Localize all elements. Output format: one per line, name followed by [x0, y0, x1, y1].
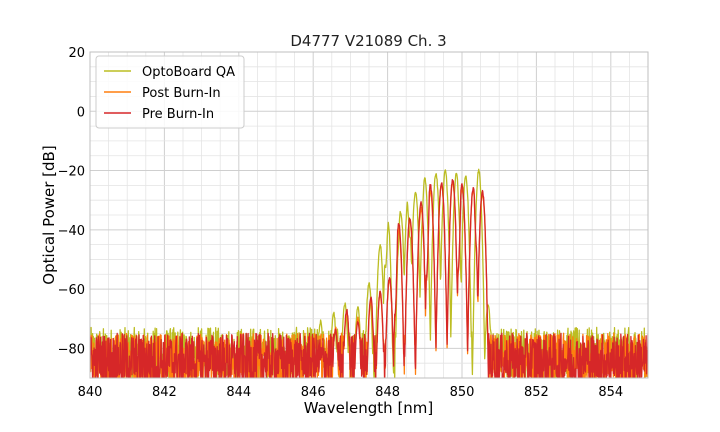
- y-tick-label: 20: [68, 46, 85, 61]
- x-tick-label: 840: [78, 385, 103, 400]
- legend-label-optoboard-qa: OptoBoard QA: [142, 65, 235, 80]
- x-tick-label: 842: [152, 385, 177, 400]
- legend-box: [95, 55, 245, 129]
- plot-frame: [89, 51, 649, 379]
- x-tick-label: 844: [226, 385, 251, 400]
- series-layer: [90, 168, 648, 378]
- x-tick-label: 848: [375, 385, 400, 400]
- y-tick-label: −80: [58, 342, 85, 357]
- legend-entry-post-burn-in: Post Burn-In: [104, 86, 221, 101]
- series-line-pre-burn-in: [90, 179, 648, 378]
- y-tick-label: −20: [58, 165, 85, 180]
- legend-entry-pre-burn-in: Pre Burn-In: [104, 107, 214, 122]
- y-tick-label: −40: [58, 224, 85, 239]
- chart-title: D4777 V21089 Ch. 3: [290, 32, 446, 50]
- x-tick-label: 852: [524, 385, 549, 400]
- plot-border: [89, 51, 649, 379]
- y-axis-label: Optical Power [dB]: [40, 145, 58, 284]
- y-tick-label: 0: [77, 105, 85, 120]
- x-tick-label: 846: [301, 385, 326, 400]
- legend-label-post-burn-in: Post Burn-In: [142, 86, 221, 101]
- legend: OptoBoard QA Post Burn-In Pre Burn-In: [95, 55, 245, 129]
- x-tick-label: 850: [450, 385, 475, 400]
- legend-entry-optoboard-qa: OptoBoard QA: [104, 65, 235, 80]
- x-tick-label: 854: [598, 385, 623, 400]
- tick-labels: 840 842 844 846 848 850 852 854 −80 −60 −40 −20 0 20: [58, 46, 624, 400]
- legend-label-pre-burn-in: Pre Burn-In: [142, 107, 214, 122]
- x-axis-label: Wavelength [nm]: [304, 399, 434, 417]
- y-tick-label: −60: [58, 283, 85, 298]
